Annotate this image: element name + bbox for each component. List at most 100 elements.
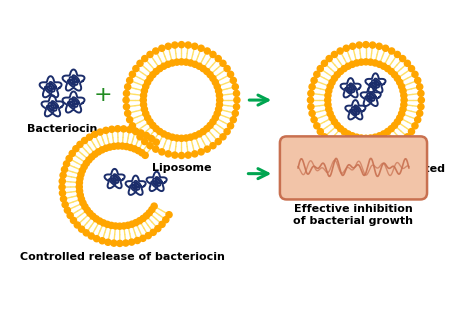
Circle shape — [408, 65, 414, 72]
Circle shape — [165, 61, 171, 67]
Circle shape — [145, 232, 151, 239]
Circle shape — [93, 216, 99, 222]
Circle shape — [370, 42, 376, 48]
Circle shape — [337, 125, 343, 132]
Circle shape — [372, 134, 378, 140]
Circle shape — [161, 131, 167, 137]
Circle shape — [224, 65, 230, 72]
Circle shape — [325, 102, 331, 108]
Circle shape — [354, 134, 360, 140]
Circle shape — [124, 84, 131, 90]
Circle shape — [326, 106, 332, 112]
Circle shape — [125, 222, 131, 228]
Circle shape — [83, 160, 89, 166]
Circle shape — [146, 210, 152, 216]
Circle shape — [192, 43, 198, 49]
Circle shape — [216, 102, 223, 108]
Circle shape — [412, 123, 418, 129]
Circle shape — [143, 132, 149, 138]
Circle shape — [188, 134, 194, 140]
Circle shape — [119, 143, 125, 149]
Circle shape — [104, 221, 110, 227]
Circle shape — [169, 134, 175, 140]
Circle shape — [135, 148, 142, 154]
Circle shape — [183, 135, 189, 141]
Circle shape — [188, 60, 194, 66]
Circle shape — [388, 125, 394, 132]
Circle shape — [64, 161, 70, 167]
Circle shape — [108, 222, 114, 228]
Circle shape — [325, 97, 331, 103]
Circle shape — [192, 151, 198, 157]
Circle shape — [81, 164, 87, 170]
Circle shape — [145, 115, 151, 121]
Circle shape — [157, 128, 163, 134]
Circle shape — [142, 106, 148, 112]
Circle shape — [326, 138, 332, 145]
Circle shape — [331, 75, 337, 81]
Circle shape — [153, 48, 159, 54]
Circle shape — [78, 196, 84, 202]
Circle shape — [165, 151, 171, 157]
Circle shape — [376, 133, 383, 139]
Circle shape — [389, 48, 395, 54]
Circle shape — [147, 119, 153, 125]
Circle shape — [216, 88, 222, 94]
Circle shape — [307, 97, 313, 103]
Circle shape — [388, 68, 394, 74]
Circle shape — [337, 48, 343, 54]
Circle shape — [111, 143, 117, 149]
Circle shape — [404, 134, 410, 140]
FancyBboxPatch shape — [280, 136, 427, 200]
Circle shape — [314, 123, 320, 129]
Circle shape — [345, 131, 351, 137]
Circle shape — [210, 51, 216, 57]
Circle shape — [147, 51, 153, 57]
Circle shape — [105, 239, 111, 245]
Circle shape — [381, 63, 387, 69]
Circle shape — [217, 97, 223, 103]
Circle shape — [363, 59, 369, 65]
Circle shape — [394, 75, 401, 81]
Circle shape — [134, 237, 141, 244]
Circle shape — [394, 143, 401, 149]
Circle shape — [343, 149, 349, 155]
Circle shape — [77, 192, 83, 198]
Circle shape — [210, 119, 216, 125]
Circle shape — [147, 75, 153, 81]
Circle shape — [396, 79, 403, 85]
Circle shape — [210, 143, 216, 149]
Circle shape — [89, 154, 95, 160]
Circle shape — [230, 117, 236, 123]
Circle shape — [321, 134, 327, 140]
Circle shape — [207, 123, 213, 128]
Circle shape — [59, 190, 65, 196]
Circle shape — [117, 223, 123, 229]
Circle shape — [358, 135, 364, 141]
Circle shape — [311, 117, 317, 123]
Circle shape — [207, 72, 213, 78]
Circle shape — [103, 145, 109, 151]
Circle shape — [61, 166, 68, 173]
Circle shape — [141, 92, 147, 99]
Circle shape — [212, 115, 219, 121]
Circle shape — [418, 104, 424, 110]
Circle shape — [97, 218, 103, 224]
Circle shape — [391, 123, 397, 128]
Circle shape — [227, 71, 234, 77]
Circle shape — [400, 138, 406, 145]
Circle shape — [97, 129, 103, 135]
Circle shape — [92, 131, 98, 137]
Circle shape — [337, 68, 343, 74]
Circle shape — [126, 126, 133, 133]
Circle shape — [212, 79, 219, 85]
Circle shape — [232, 84, 238, 90]
Circle shape — [86, 134, 93, 140]
Circle shape — [345, 63, 351, 69]
Circle shape — [139, 150, 145, 156]
Circle shape — [121, 126, 127, 132]
Circle shape — [128, 144, 134, 151]
Text: Bacteriocin: Bacteriocin — [27, 124, 97, 134]
Circle shape — [95, 149, 101, 155]
Circle shape — [137, 60, 143, 66]
